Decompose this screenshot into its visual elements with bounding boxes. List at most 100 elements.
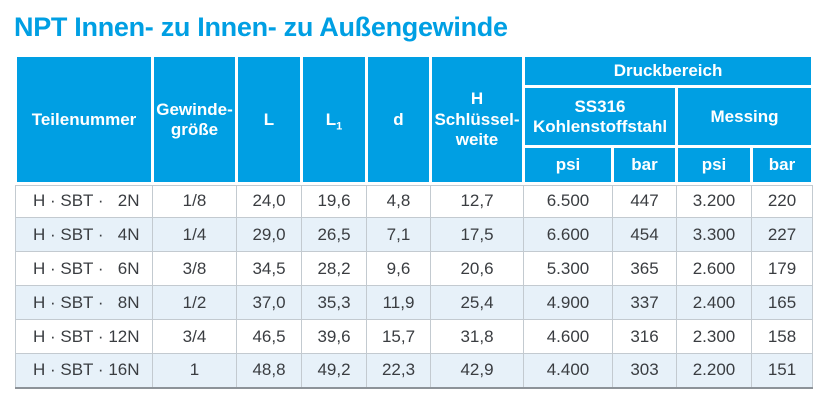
cell-h-schluesselweite: 31,8 xyxy=(430,319,524,355)
cell-gewindegroesse: 1/2 xyxy=(152,285,237,321)
col-header-l: L xyxy=(235,54,303,186)
cell-h-schluesselweite: 20,6 xyxy=(430,251,524,287)
header-line: SS316 xyxy=(574,96,626,116)
cell-ss316-bar: 447 xyxy=(612,183,677,219)
col-header-messing-bar: bar xyxy=(749,145,815,186)
cell-h-schluesselweite: 42,9 xyxy=(430,353,524,389)
col-header-gewindegroesse: Gewinde- größe xyxy=(151,54,238,186)
cell-teilenummer: H · SBT · 6N xyxy=(15,251,153,287)
cell-messing-bar: 165 xyxy=(750,285,814,321)
cell-l: 37,0 xyxy=(236,285,302,321)
table-row: H · SBT · 6N 3/8 34,5 28,2 9,6 20,6 5.300 365 2.6… xyxy=(15,251,814,287)
cell-l1: 19,6 xyxy=(301,183,367,219)
cell-l: 46,5 xyxy=(236,319,302,355)
table-body: H · SBT · 2N 1/8 24,0 19,6 4,8 12,7 6.500 447 3.2… xyxy=(15,183,814,389)
header-line: Gewinde- xyxy=(156,99,233,119)
cell-l: 24,0 xyxy=(236,183,302,219)
cell-messing-bar: 151 xyxy=(750,353,814,389)
cell-gewindegroesse: 3/8 xyxy=(152,251,237,287)
cell-messing-psi: 3.200 xyxy=(676,183,752,219)
col-header-messing-psi: psi xyxy=(675,145,753,186)
part-number-size: 16N xyxy=(108,360,140,380)
part-number-size: 12N xyxy=(108,326,140,346)
header-line: weite xyxy=(455,129,499,149)
table-row: H · SBT · 12N 3/4 46,5 39,6 15,7 31,8 4.600 316 2… xyxy=(15,319,814,355)
cell-messing-psi: 2.400 xyxy=(676,285,752,321)
col-header-ss316-psi: psi xyxy=(522,145,614,186)
cell-l1: 39,6 xyxy=(301,319,367,355)
cell-l: 29,0 xyxy=(236,217,302,253)
cell-l: 48,8 xyxy=(236,353,302,389)
col-header-h-schluesselweite: H Schlüssel- weite xyxy=(429,54,525,186)
cell-ss316-bar: 454 xyxy=(612,217,677,253)
cell-d: 22,3 xyxy=(366,353,431,389)
col-header-ss316-bar: bar xyxy=(611,145,678,186)
cell-teilenummer: H · SBT · 8N xyxy=(15,285,153,321)
cell-gewindegroesse: 3/4 xyxy=(152,319,237,355)
part-number-prefix: H · SBT · xyxy=(33,224,104,244)
cell-gewindegroesse: 1 xyxy=(152,353,237,389)
npt-spec-table: Teilenummer Gewinde- größe L L1 d H Schl… xyxy=(14,54,815,389)
cell-messing-psi: 2.200 xyxy=(676,353,752,389)
cell-ss316-psi: 5.300 xyxy=(523,251,613,287)
col-header-teilenummer: Teilenummer xyxy=(14,54,154,186)
table-row: H · SBT · 4N 1/4 29,0 26,5 7,1 17,5 6.600 454 3.3… xyxy=(15,217,814,253)
col-header-l1: L1 xyxy=(300,54,368,186)
part-number-size: 2N xyxy=(117,191,140,211)
cell-messing-psi: 3.300 xyxy=(676,217,752,253)
cell-teilenummer: H · SBT · 12N xyxy=(15,319,153,355)
header-line: Kohlenstoffstahl xyxy=(532,116,668,136)
header-line: H xyxy=(470,89,484,109)
page-title: NPT Innen- zu Innen- zu Außengewinde xyxy=(14,12,508,42)
cell-ss316-psi: 4.400 xyxy=(523,353,613,389)
cell-teilenummer: H · SBT · 16N xyxy=(15,353,153,389)
table-row: H · SBT · 2N 1/8 24,0 19,6 4,8 12,7 6.500 447 3.2… xyxy=(15,183,814,219)
cell-ss316-psi: 6.600 xyxy=(523,217,613,253)
cell-d: 15,7 xyxy=(366,319,431,355)
l1-base: L xyxy=(325,109,337,129)
part-number-size: 8N xyxy=(117,292,140,312)
cell-l1: 28,2 xyxy=(301,251,367,287)
cell-l1: 35,3 xyxy=(301,285,367,321)
cell-gewindegroesse: 1/4 xyxy=(152,217,237,253)
cell-messing-bar: 179 xyxy=(750,251,814,287)
cell-messing-psi: 2.300 xyxy=(676,319,752,355)
table-row: H · SBT · 16N 1 48,8 49,2 22,3 42,9 4.400 303 2.2… xyxy=(15,353,814,389)
part-number-prefix: H · SBT · xyxy=(33,191,104,211)
col-header-messing: Messing xyxy=(674,85,815,149)
cell-ss316-psi: 4.600 xyxy=(523,319,613,355)
part-number-size: 6N xyxy=(117,258,140,278)
cell-h-schluesselweite: 25,4 xyxy=(430,285,524,321)
header-line: Schlüssel- xyxy=(434,109,520,129)
cell-messing-psi: 2.600 xyxy=(676,251,752,287)
cell-l1: 49,2 xyxy=(301,353,367,389)
cell-ss316-bar: 303 xyxy=(612,353,677,389)
col-header-d: d xyxy=(365,54,432,186)
cell-ss316-bar: 365 xyxy=(612,251,677,287)
cell-teilenummer: H · SBT · 2N xyxy=(15,183,153,219)
cell-l1: 26,5 xyxy=(301,217,367,253)
table-header: Teilenummer Gewinde- größe L L1 d H Schl… xyxy=(14,54,815,186)
cell-l: 34,5 xyxy=(236,251,302,287)
part-number-prefix: H · SBT · xyxy=(33,360,104,380)
cell-h-schluesselweite: 17,5 xyxy=(430,217,524,253)
cell-ss316-bar: 316 xyxy=(612,319,677,355)
part-number-prefix: H · SBT · xyxy=(33,292,104,312)
cell-d: 11,9 xyxy=(366,285,431,321)
part-number-prefix: H · SBT · xyxy=(33,326,104,346)
table-row: H · SBT · 8N 1/2 37,0 35,3 11,9 25,4 4.900 337 2.… xyxy=(15,285,814,321)
cell-messing-bar: 227 xyxy=(750,217,814,253)
cell-d: 7,1 xyxy=(366,217,431,253)
header-line: größe xyxy=(170,119,219,139)
cell-messing-bar: 220 xyxy=(750,183,814,219)
cell-ss316-bar: 337 xyxy=(612,285,677,321)
cell-ss316-psi: 6.500 xyxy=(523,183,613,219)
page: NPT Innen- zu Innen- zu Außengewinde Tei… xyxy=(14,12,815,389)
cell-h-schluesselweite: 12,7 xyxy=(430,183,524,219)
cell-messing-bar: 158 xyxy=(750,319,814,355)
cell-gewindegroesse: 1/8 xyxy=(152,183,237,219)
col-header-ss316-kohlenstoffstahl: SS316 Kohlenstoffstahl xyxy=(522,85,678,149)
l1-subscript: 1 xyxy=(336,119,343,132)
cell-d: 9,6 xyxy=(366,251,431,287)
cell-ss316-psi: 4.900 xyxy=(523,285,613,321)
